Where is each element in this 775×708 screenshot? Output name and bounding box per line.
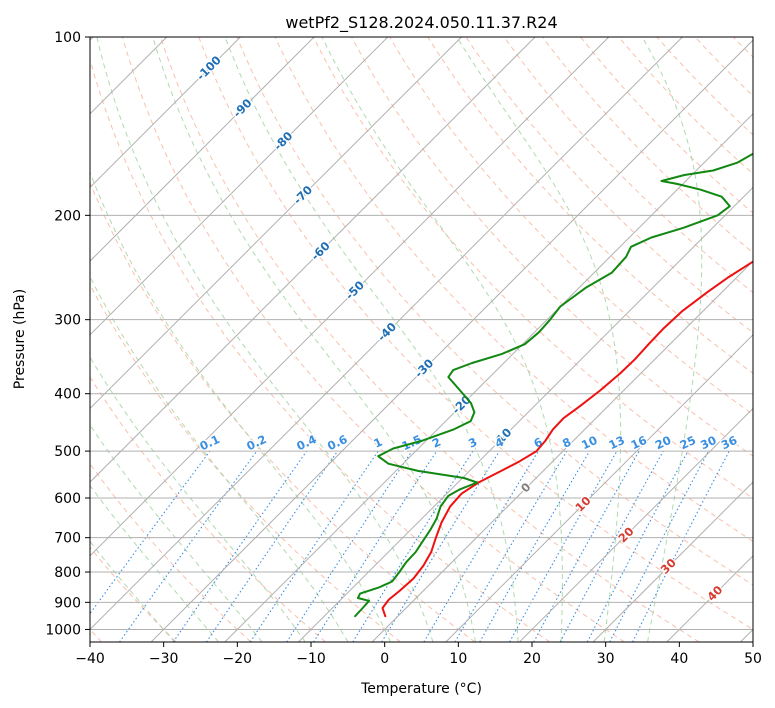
isotherm-line	[371, 260, 753, 642]
moist-adiabat-line	[90, 424, 263, 642]
mixing-ratio-line	[509, 450, 618, 642]
y-tick-label: 200	[54, 208, 81, 224]
isotherm-line	[90, 37, 610, 557]
y-tick-label: 1000	[45, 622, 81, 638]
y-tick-label: 400	[54, 387, 81, 403]
dry-adiabat-line	[236, 37, 753, 586]
dry-adiabat-line	[90, 376, 326, 642]
moist-adiabat-line	[321, 37, 563, 642]
isotherm-line	[150, 39, 753, 642]
mixing-ratio-label: 20	[653, 433, 673, 452]
mixing-ratio-line	[533, 450, 640, 642]
y-tick-label: 700	[54, 531, 81, 547]
mixing-ratio-line	[559, 450, 664, 642]
dry-adiabat-line	[198, 37, 753, 630]
x-tick-label: 50	[744, 651, 762, 667]
dry-adiabat-line	[90, 463, 252, 642]
moist-adiabat-line	[152, 37, 476, 642]
x-tick-label: 30	[597, 651, 615, 667]
isotherm-line	[518, 407, 753, 642]
dry-adiabat-line	[90, 546, 177, 642]
dry-adiabat-line	[121, 37, 625, 642]
isotherm-line	[90, 37, 242, 189]
mixing-ratio-line	[632, 450, 730, 642]
x-tick-label: 0	[380, 651, 389, 667]
x-tick-label: −10	[296, 651, 326, 667]
mixing-ratio-line	[381, 450, 500, 642]
dry-adiabat-line	[90, 57, 550, 642]
chart-title: wetPf2_S128.2024.050.11.37.R24	[285, 13, 557, 33]
dry-adiabat-line	[427, 37, 753, 374]
x-axis-ticks: −40 −30 −20 −10 0 10 20 30 40 50	[75, 642, 762, 667]
mixing-ratio-lines	[90, 450, 730, 642]
x-tick-label: 40	[670, 651, 688, 667]
isotherm-line	[592, 481, 753, 642]
mixing-ratio-line	[286, 450, 413, 642]
moist-adiabat-line	[96, 37, 434, 642]
isotherm-line	[297, 186, 753, 642]
isotherm-line	[90, 37, 463, 410]
x-tick-label: −20	[223, 651, 253, 667]
moist-adiabat-line	[90, 171, 391, 642]
profiles	[354, 152, 753, 618]
y-tick-label: 300	[54, 313, 81, 329]
isotherms	[90, 37, 753, 642]
dry-adiabat-line	[389, 37, 753, 416]
moist-adiabat-line	[90, 356, 306, 642]
moist-adiabat-line	[90, 540, 176, 642]
y-axis-ticks: 100 200 300 400 500 600 700 800 900 1000	[45, 30, 90, 638]
mixing-ratio-line	[119, 450, 258, 642]
pressure-gridlines	[90, 37, 753, 630]
x-tick-label: 10	[449, 651, 467, 667]
dewpoint-profile-line	[354, 152, 753, 618]
y-tick-label: 500	[54, 444, 81, 460]
y-tick-label: 900	[54, 595, 81, 611]
mixing-ratio-line	[249, 450, 379, 642]
temperature-profile-line	[381, 260, 753, 618]
mixing-ratio-line	[90, 450, 211, 615]
x-axis-label: Temperature (°C)	[360, 681, 482, 697]
isotherm-line	[90, 37, 315, 262]
x-tick-label: 20	[523, 651, 541, 667]
y-tick-label: 100	[54, 30, 81, 46]
isotherm-line	[445, 334, 753, 642]
plot-frame	[89, 36, 754, 643]
x-tick-label: −40	[75, 651, 105, 667]
background-lines	[90, 37, 753, 642]
moist-adiabat-line	[641, 37, 703, 642]
mixing-ratio-line	[205, 450, 338, 642]
moist-adiabat-line	[90, 484, 219, 642]
y-tick-label: 600	[54, 491, 81, 507]
isotherm-line	[90, 37, 684, 631]
mixing-ratio-line	[313, 450, 438, 642]
y-axis-label: Pressure (hPa)	[12, 289, 28, 389]
dry-adiabat-line	[503, 37, 753, 294]
mixing-ratio-line	[172, 450, 308, 642]
isotherm-line	[90, 37, 389, 336]
y-tick-label: 800	[54, 565, 81, 581]
dry-adiabat-line	[160, 37, 700, 642]
dry-adiabat-line	[90, 181, 476, 642]
x-tick-label: −30	[149, 651, 179, 667]
isotherm-line	[224, 113, 753, 642]
isotherm-line	[90, 37, 536, 483]
